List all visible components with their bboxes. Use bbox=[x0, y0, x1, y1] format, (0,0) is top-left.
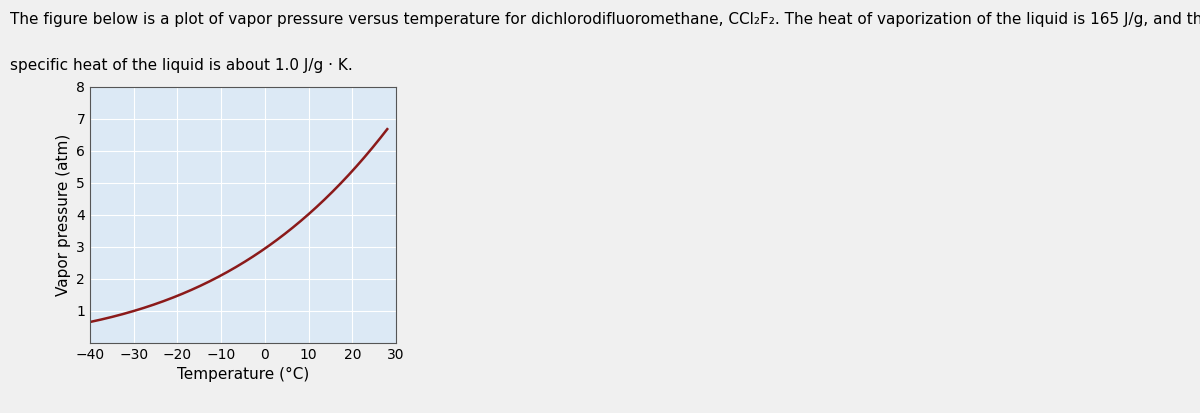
X-axis label: Temperature (°C): Temperature (°C) bbox=[176, 367, 310, 382]
Text: specific heat of the liquid is about 1.0 J/g · K.: specific heat of the liquid is about 1.0… bbox=[10, 58, 353, 73]
Y-axis label: Vapor pressure (atm): Vapor pressure (atm) bbox=[55, 134, 71, 296]
Text: The figure below is a plot of vapor pressure versus temperature for dichlorodifl: The figure below is a plot of vapor pres… bbox=[10, 12, 1200, 27]
